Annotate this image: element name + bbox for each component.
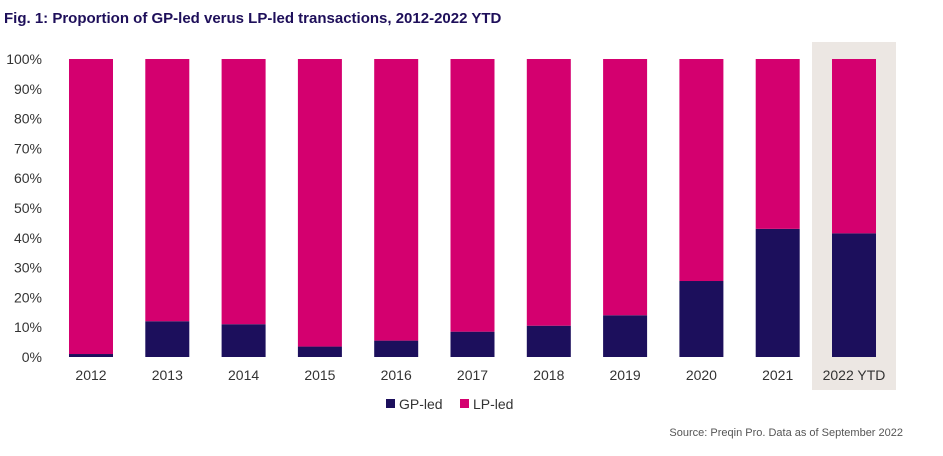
bar-lp-led [374,59,419,341]
bar-gp-led [755,228,800,357]
x-tick-label: 2014 [228,367,259,383]
legend-label-lp-led: LP-led [473,396,513,412]
legend-swatch-gp-led [386,399,395,408]
bar-lp-led [450,59,495,332]
source-note: Source: Preqin Pro. Data as of September… [669,427,903,439]
x-tick-label: 2016 [381,367,412,383]
y-axis: 0% 10% 20% 30% 40% 50% 60% 70% 80% 90% 100% [6,51,42,365]
legend-label-gp-led: GP-led [399,396,443,412]
x-tick-label: 2015 [304,367,335,383]
x-tick-label: 2019 [610,367,641,383]
bar-lp-led [221,59,266,325]
bar-gp-led [221,324,266,357]
bar-gp-led [450,331,495,357]
bar-gp-led [603,315,648,357]
x-tick-label: 2020 [686,367,717,383]
x-tick-label: 2013 [152,367,183,383]
y-tick-label: 10% [14,319,42,335]
y-tick-label: 60% [14,170,42,186]
x-axis: 2012 2013 2014 2015 2016 2017 2018 2019 2020 2021… [75,367,885,383]
y-tick-label: 20% [14,289,42,305]
legend-swatch-lp-led [460,399,469,408]
y-tick-label: 40% [14,230,42,246]
bar-gp-led [832,233,876,357]
chart-title: Fig. 1: Proportion of GP-led verus LP-le… [4,10,502,27]
bar-gp-led [679,281,724,357]
y-tick-label: 90% [14,81,42,97]
bar-gp-led [297,346,342,357]
bar-lp-led [832,59,876,234]
x-tick-label: 2018 [533,367,564,383]
y-tick-label: 80% [14,111,42,127]
bar-lp-led [755,59,800,229]
y-tick-label: 30% [14,260,42,276]
x-tick-label: 2012 [75,367,106,383]
bar-lp-led [603,59,648,316]
bar-gp-led [374,340,419,357]
x-tick-label: 2017 [457,367,488,383]
bar-lp-led [145,59,190,322]
y-tick-label: 70% [14,140,42,156]
y-tick-label: 50% [14,200,42,216]
bar-lp-led [69,59,113,355]
legend: GP-led LP-led [386,396,513,412]
y-tick-label: 0% [22,349,42,365]
bar-gp-led [526,325,571,357]
bar-lp-led [679,59,724,282]
bar-gp-led [69,354,113,357]
x-tick-label: 2022 YTD [823,367,886,383]
y-tick-label: 100% [6,51,42,67]
bar-lp-led [526,59,571,326]
x-tick-label: 2021 [762,367,793,383]
bar-gp-led [145,321,190,357]
bar-lp-led [297,59,342,347]
bars [69,59,876,357]
